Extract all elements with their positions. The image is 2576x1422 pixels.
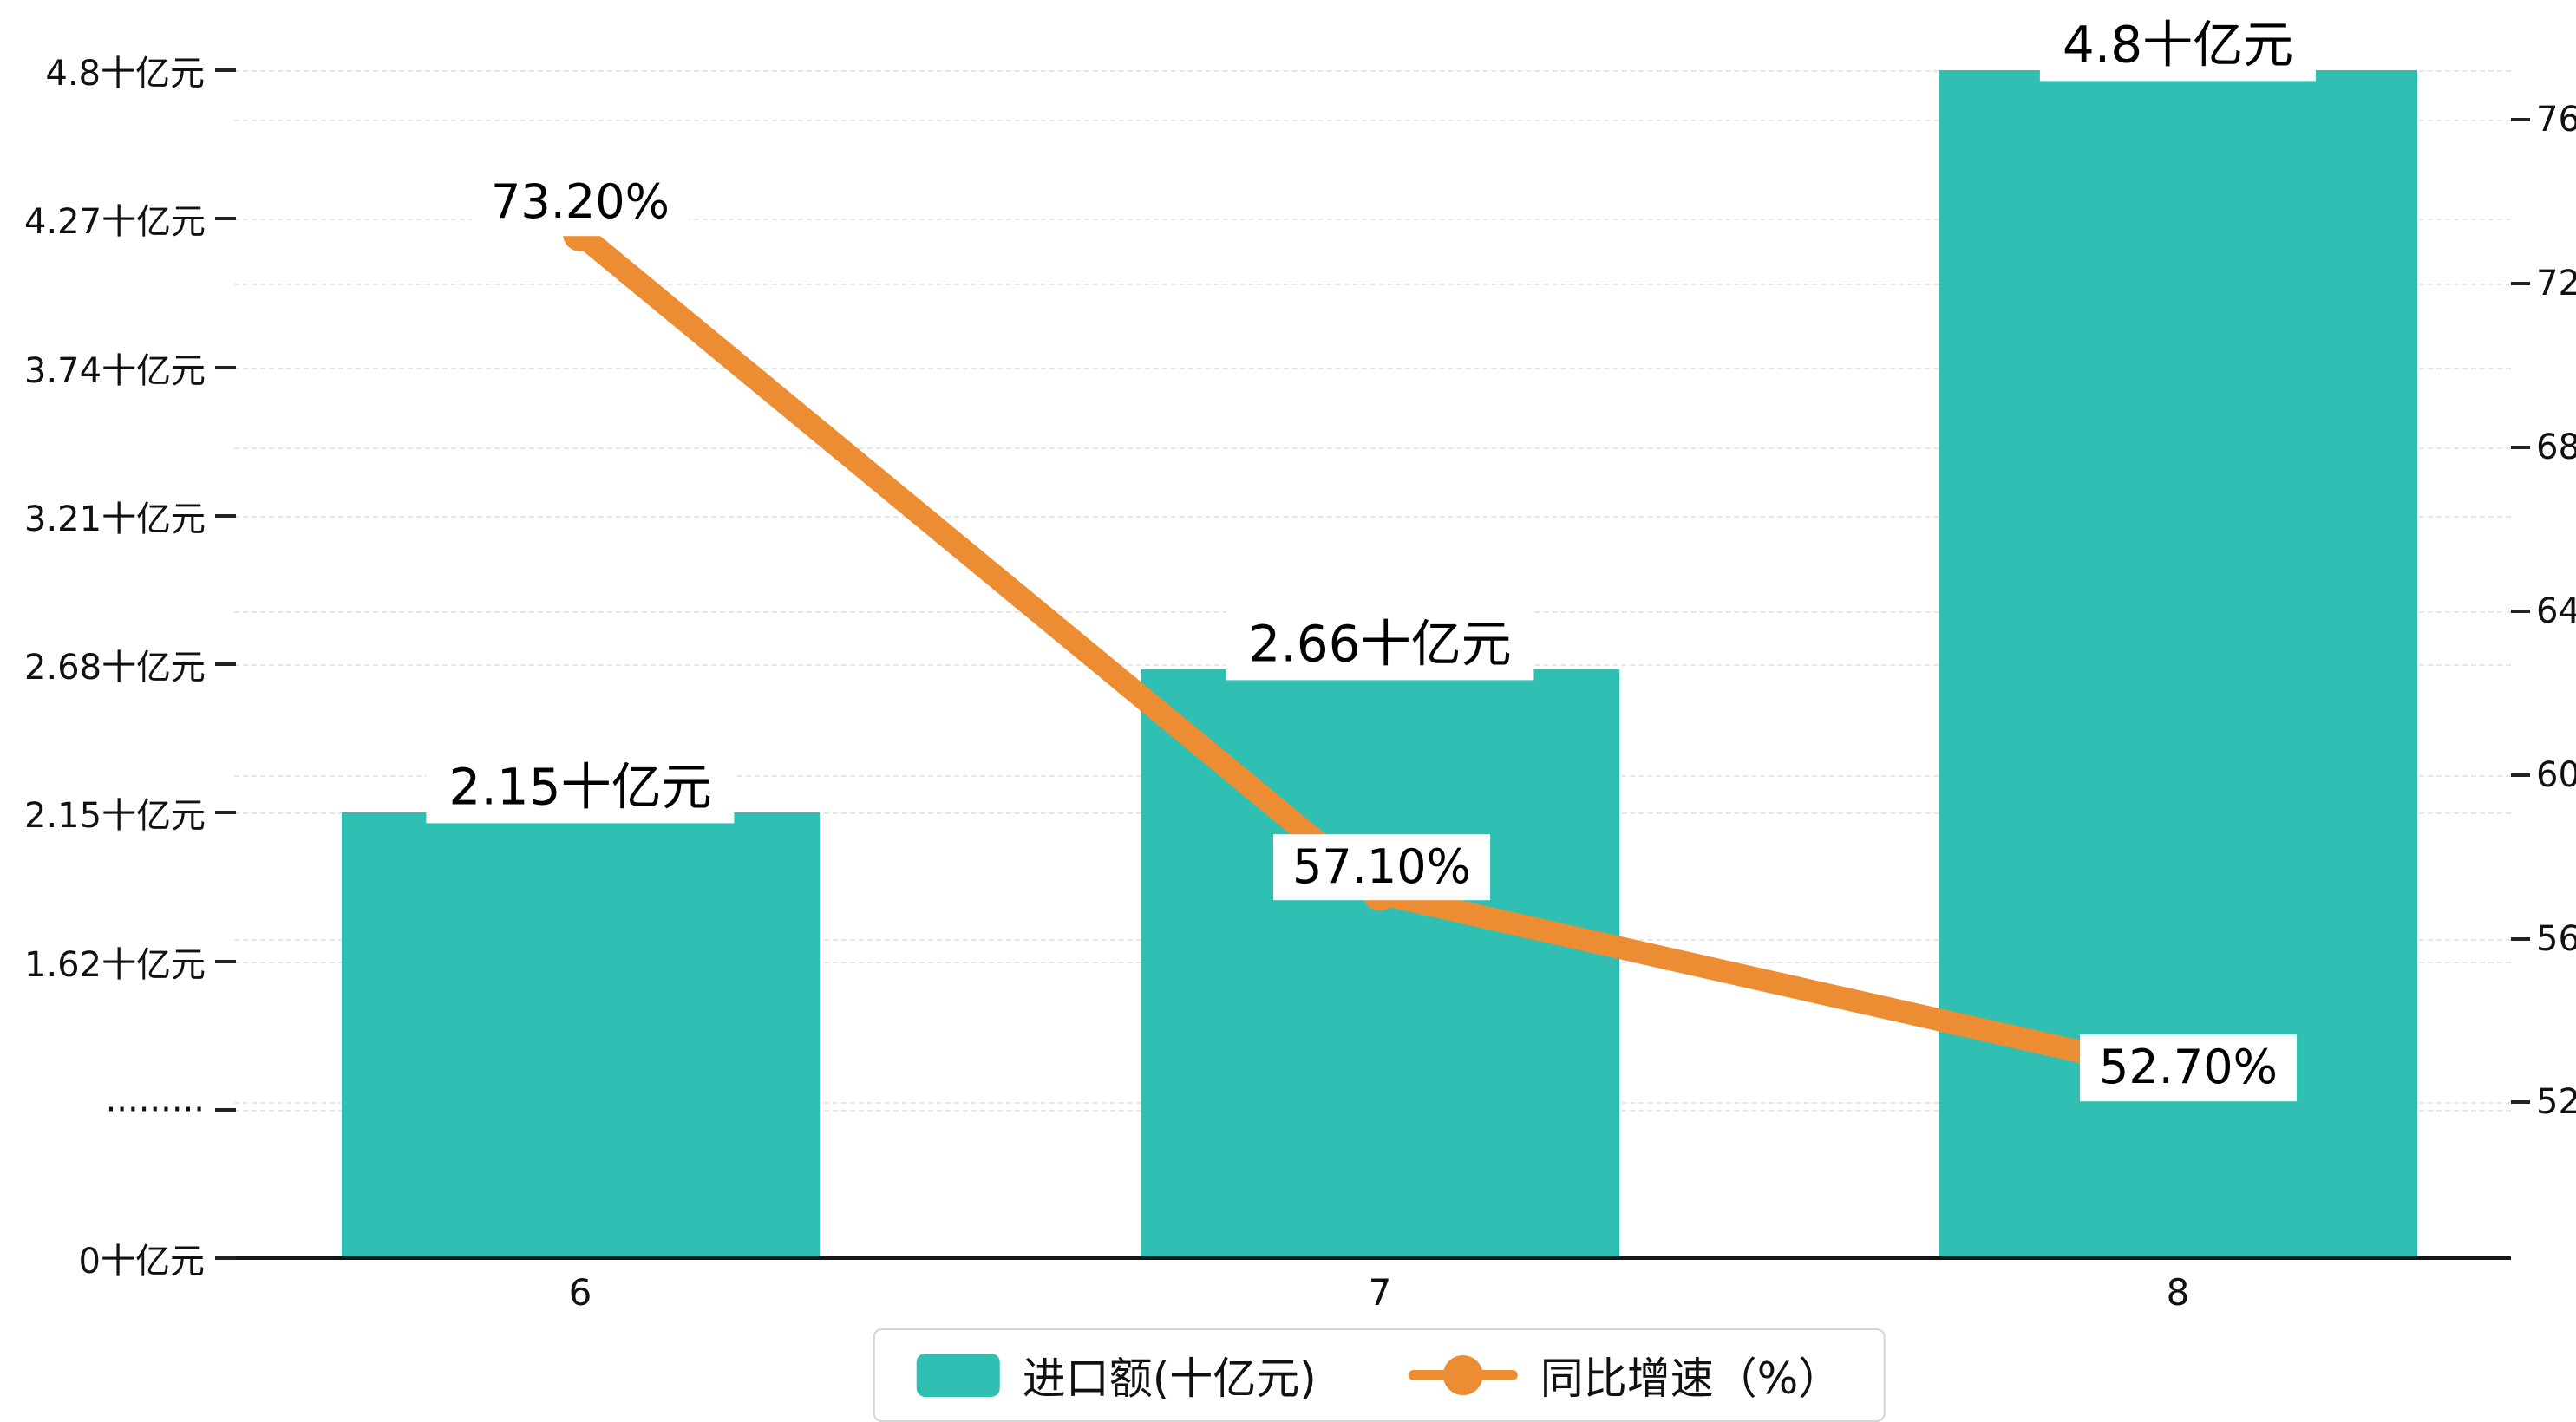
left-axis-tick-label: 4.8十亿元 — [45, 54, 205, 94]
left-axis-tick — [215, 365, 236, 369]
right-axis-tick — [2511, 936, 2530, 941]
legend-item-label: 进口额(十亿元) — [1022, 1354, 1317, 1404]
grid-line — [234, 283, 2511, 285]
legend: 进口额(十亿元) 同比增速（%） — [873, 1328, 1886, 1422]
left-axis-tick-label: 1.62十亿元 — [24, 944, 206, 985]
grid-line — [234, 515, 2511, 518]
left-axis-tick-label: 4.27十亿元 — [24, 202, 206, 243]
right-axis-tick-label: 64 — [2536, 590, 2576, 631]
grid-line — [234, 70, 2511, 72]
grid-line — [234, 219, 2511, 221]
bar-series-swatch-icon — [916, 1354, 1000, 1397]
line-value-label: 73.20% — [472, 169, 689, 236]
left-axis-tick-label: 2.15十亿元 — [24, 796, 206, 837]
grid-line — [234, 367, 2511, 369]
x-axis-tick-label: 7 — [1368, 1271, 1392, 1314]
grid-line — [234, 119, 2511, 121]
grid-line — [234, 447, 2511, 449]
left-axis-tick-label: 2.68十亿元 — [24, 648, 206, 688]
right-axis-tick-label: 60 — [2536, 754, 2576, 795]
right-axis-tick-label: 56 — [2536, 918, 2576, 959]
left-axis-tick-label: 3.74十亿元 — [24, 350, 206, 391]
right-axis-tick-label: 76 — [2536, 99, 2576, 140]
right-axis-tick-label: 52 — [2536, 1082, 2576, 1123]
left-axis-tick — [215, 68, 236, 72]
x-axis-line — [234, 1256, 2511, 1260]
line-value-label: 57.10% — [1273, 833, 1490, 901]
left-axis-tick — [215, 1256, 236, 1260]
right-axis-tick — [2511, 609, 2530, 613]
bar-value-label: 4.8十亿元 — [2039, 10, 2317, 81]
right-axis-tick — [2511, 117, 2530, 121]
right-axis-tick — [2511, 445, 2530, 449]
legend-line-dot-icon — [1442, 1355, 1483, 1395]
left-axis-tick — [215, 959, 236, 963]
legend-item-imports: 进口额(十亿元) — [916, 1344, 1317, 1406]
legend-item-label: 同比增速（%） — [1540, 1354, 1842, 1404]
left-axis-tick-label: 0十亿元 — [78, 1242, 205, 1282]
left-axis-tick — [215, 1107, 236, 1112]
left-axis-tick — [215, 217, 236, 221]
right-axis-tick-label: 72 — [2536, 263, 2576, 303]
bar-value-label: 2.15十亿元 — [426, 752, 735, 824]
right-axis-tick-label: 68 — [2536, 427, 2576, 467]
line-value-label: 52.70% — [2080, 1034, 2297, 1102]
import-amount-bar — [341, 812, 820, 1258]
left-axis-tick-label: ········· — [105, 1089, 205, 1130]
left-axis-tick — [215, 811, 236, 815]
left-axis-tick — [215, 662, 236, 666]
right-axis-tick — [2511, 773, 2530, 777]
right-axis-tick — [2511, 1100, 2530, 1105]
x-axis-tick-label: 8 — [2166, 1271, 2190, 1314]
bar-value-label: 2.66十亿元 — [1226, 609, 1534, 681]
line-series-marker-icon — [1408, 1354, 1518, 1397]
x-axis-tick-label: 6 — [568, 1271, 592, 1314]
left-axis-tick-label: 3.21十亿元 — [24, 499, 206, 539]
left-axis-tick — [215, 513, 236, 518]
right-axis-tick — [2511, 281, 2530, 285]
legend-item-growth: 同比增速（%） — [1408, 1344, 1842, 1406]
